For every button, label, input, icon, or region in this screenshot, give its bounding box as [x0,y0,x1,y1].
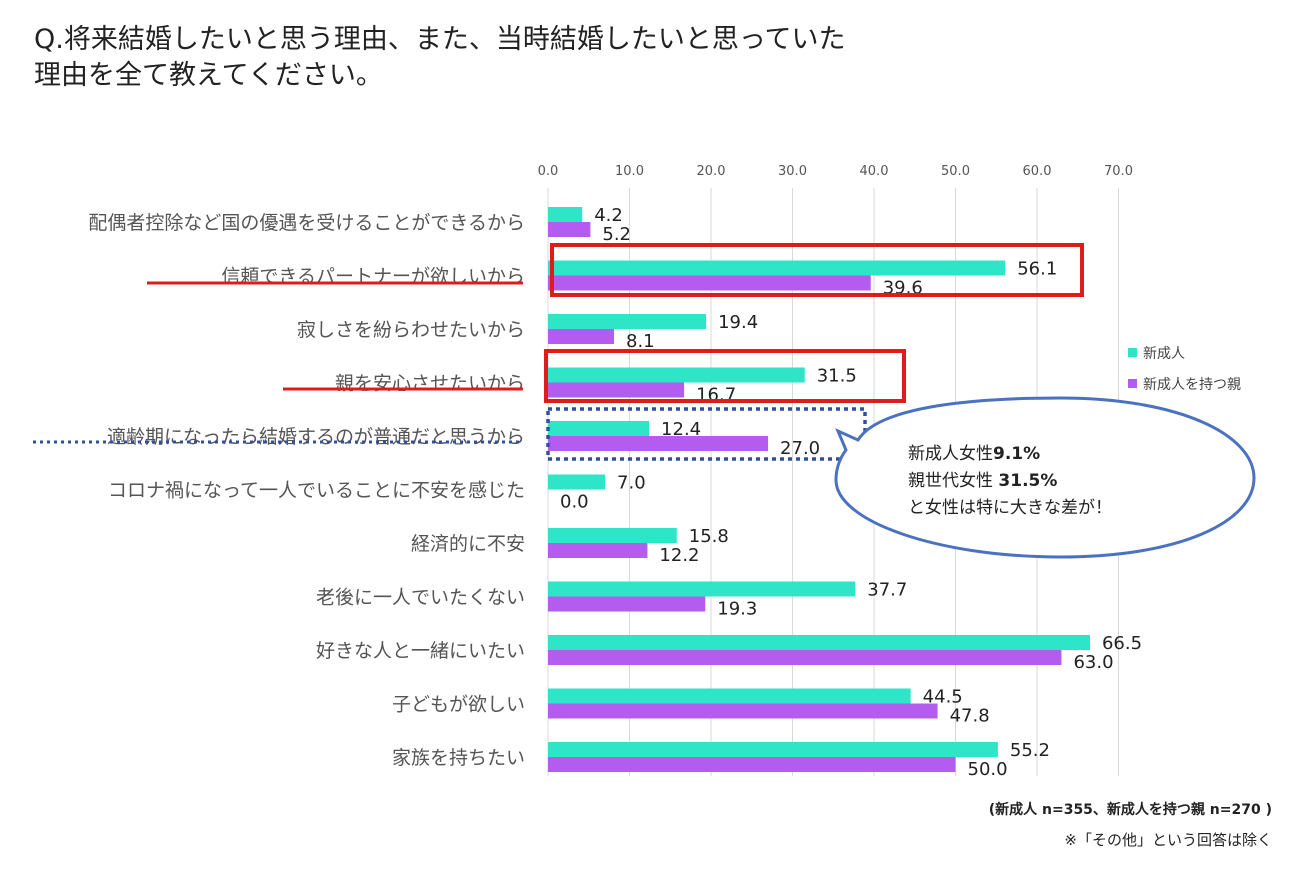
legend-swatch-series1 [1128,348,1137,357]
value-label-series2: 63.0 [1073,652,1113,673]
callout-line-1: 新成人女性9.1% [908,444,1040,464]
value-label-series1: 7.0 [617,473,646,494]
value-label-series1: 4.2 [594,205,623,226]
value-label-series1: 19.4 [718,312,758,333]
value-label-series2: 0.0 [560,492,589,513]
sample-size-note: (新成人 n=355、新成人を持つ親 n=270 ) [988,802,1272,818]
bar-series2 [548,436,769,451]
legend-swatch-series2 [1128,379,1137,388]
title-line-2: 理由を全て教えてください。 [34,60,383,91]
bar-series1 [548,260,1006,276]
category-label: 好きな人と一緒にいたい [316,640,525,662]
bar-series1 [548,581,856,597]
bar-series2 [548,650,1062,665]
annotations: 新成人女性9.1% 親世代女性 31.5% と女性は特に大きな差が！ [33,243,1256,559]
bar-series2 [548,382,685,398]
callout-line-1-value: 9.1% [993,444,1040,464]
bar-series2 [548,757,956,772]
callout-line-2-value: 31.5% [998,471,1057,491]
callout-line-3: と女性は特に大きな差が！ [908,498,1112,518]
category-label: 寂しさを紛らわせたいから [297,319,525,341]
x-tick-label: 70.0 [1104,164,1133,179]
x-tick-label: 30.0 [778,164,807,179]
value-label-series1: 56.1 [1017,259,1057,280]
category-label: 適齢期になったら結婚するのが普通だと思うから [107,426,525,448]
category-label: 配偶者控除など国の優遇を受けることができるから [88,212,525,234]
x-tick-label: 60.0 [1023,164,1052,179]
value-label-series2: 47.8 [950,706,990,727]
value-label-series1: 66.5 [1102,633,1142,654]
value-label-series1: 44.5 [923,687,963,708]
bar-series1 [548,421,650,436]
value-label-series2: 5.2 [602,224,631,245]
bar-series1 [548,742,998,757]
value-label-series1: 15.8 [689,526,729,547]
callout-line-2-text: 親世代女性 [908,471,998,491]
category-label: 老後に一人でいたくない [316,587,525,609]
value-label-series1: 37.7 [867,580,907,601]
bar-series2 [548,222,591,237]
bars [548,207,1090,772]
category-label: 家族を持ちたい [392,747,525,769]
x-tick-label: 40.0 [860,164,889,179]
value-label-series1: 12.4 [661,419,701,440]
category-label: 子どもが欲しい [392,694,525,716]
bar-series1 [548,314,707,329]
value-label-series2: 27.0 [780,438,820,459]
exclusion-note: ※「その他」という回答は除く [1064,831,1272,849]
legend-label-series2: 新成人を持つ親 [1143,377,1241,393]
bar-series1 [548,474,606,490]
bar-series1 [548,635,1090,650]
x-tick-label: 10.0 [615,164,644,179]
x-tick-label: 20.0 [697,164,726,179]
value-label-series2: 8.1 [626,331,655,352]
value-label-series1: 31.5 [817,366,857,387]
callout-line-2: 親世代女性 31.5% [908,471,1057,491]
x-tick-label: 50.0 [941,164,970,179]
bar-series2 [548,329,615,344]
value-label-series2: 12.2 [659,545,699,566]
legend-label-series1: 新成人 [1143,346,1185,362]
bar-series1 [548,688,911,704]
bar-series1 [548,367,805,383]
category-labels: 配偶者控除など国の優遇を受けることができるから信頼できるパートナーが欲しいから寂… [88,212,525,769]
value-label-series1: 55.2 [1010,740,1050,761]
category-label: 経済的に不安 [411,533,525,555]
bar-series1 [548,528,677,543]
bar-series2 [548,543,648,558]
callout-line-1-text: 新成人女性 [908,444,993,464]
x-axis-ticks: 0.0 10.0 20.0 30.0 40.0 50.0 60.0 70.0 [538,164,1133,179]
title-line-1: Q.将来結婚したいと思う理由、また、当時結婚したいと思っていた [34,24,846,55]
bar-series2 [548,275,871,291]
value-label-series2: 50.0 [968,759,1008,780]
callout-bubble [834,396,1256,559]
x-tick-label: 0.0 [538,164,559,179]
value-labels: 4.25.256.139.619.48.131.516.712.427.07.0… [560,205,1142,780]
category-label: コロナ禍になって一人でいることに不安を感じた [108,480,525,502]
bar-series1 [548,207,583,222]
value-label-series2: 19.3 [717,599,757,620]
bar-series2 [548,596,706,612]
highlight-box-partner [550,243,1084,297]
category-label: 親を安心させたいから [335,373,525,395]
bar-series2 [548,703,938,719]
highlight-box-parents [544,349,906,403]
page-title: Q.将来結婚したいと思う理由、また、当時結婚したいと思っていた 理由を全て教えて… [34,22,994,94]
